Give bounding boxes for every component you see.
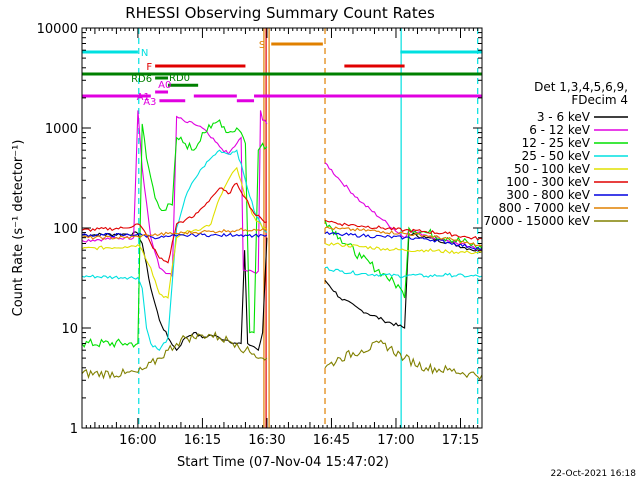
state-bar-label: S [259, 40, 265, 51]
legend-header-line-1: Det 1,3,4,5,6,9, [534, 80, 628, 94]
x-tick-label: 16:30 [248, 433, 285, 448]
legend-header-line-2: FDecim 4 [571, 93, 628, 107]
legend-label: 3 - 6 keV [537, 110, 591, 124]
state-bar-label: A1 [137, 92, 150, 103]
series-lines [82, 110, 482, 380]
series-line-2 [82, 110, 482, 278]
series-line-3 [82, 119, 482, 349]
legend-label: 50 - 100 keV [514, 162, 591, 176]
y-axis-label: Count Rate (s⁻¹ detector⁻¹) [11, 140, 26, 317]
series-line-6 [82, 182, 482, 264]
x-tick-label: 16:15 [184, 433, 221, 448]
footer-date: 22-Oct-2021 16:18 [551, 469, 637, 479]
x-tick-label: 16:45 [313, 433, 350, 448]
series-line-5 [82, 166, 482, 299]
x-tick-label: 16:00 [119, 433, 156, 448]
y-tick-label: 10 [61, 322, 78, 337]
series-line-8 [82, 226, 482, 247]
legend-label: 25 - 50 keV [522, 149, 591, 163]
y-tick-label: 1 [70, 422, 78, 437]
state-bar-label: F [146, 62, 152, 73]
chart-title: RHESSI Observing Summary Count Rates [125, 4, 435, 22]
state-bar-label: RD0 [169, 73, 190, 84]
y-tick-label: 100 [53, 222, 78, 237]
legend-label: 100 - 300 keV [506, 175, 590, 189]
series-line-7 [82, 231, 482, 251]
legend-label: 300 - 800 keV [506, 188, 590, 202]
state-bar-label: N [141, 48, 148, 59]
x-axis-label: Start Time (07-Nov-04 15:47:02) [177, 455, 389, 470]
state-bar-label: A0 [158, 80, 171, 91]
legend-label: 800 - 7000 keV [499, 201, 591, 215]
legend-label: 6 - 12 keV [529, 123, 591, 137]
y-axis: 1 10 100 1000 10000 [37, 22, 482, 437]
x-tick-label: 17:00 [377, 433, 414, 448]
y-tick-label: 1000 [45, 122, 78, 137]
legend-label: 7000 - 15000 keV [483, 214, 590, 228]
state-bar-label: RD6 [131, 74, 152, 85]
series-line-9 [82, 331, 482, 380]
x-tick-label: 17:15 [442, 433, 479, 448]
x-axis: 16:00 16:15 16:30 16:45 17:00 17:15 [85, 28, 479, 448]
state-bar-label: A3 [143, 97, 156, 108]
legend-label: 12 - 25 keV [522, 136, 591, 150]
y-tick-label: 10000 [37, 22, 78, 37]
